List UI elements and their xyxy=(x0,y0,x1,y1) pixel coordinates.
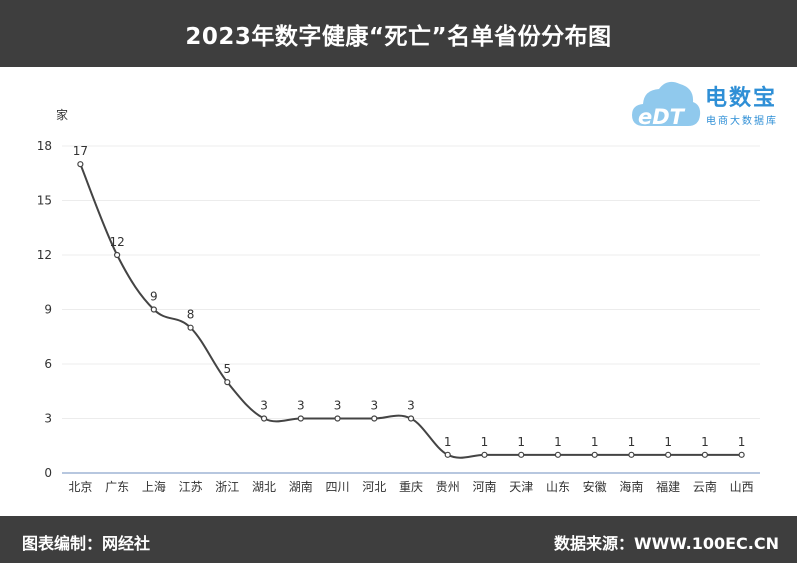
cloud-icon: eDT xyxy=(632,81,701,129)
data-point xyxy=(444,451,451,458)
y-tick-label: 3 xyxy=(44,412,52,426)
data-point xyxy=(701,451,708,458)
data-label: 3 xyxy=(260,399,268,413)
logo-name: 电数宝 xyxy=(705,86,778,111)
x-tick-label: 海南 xyxy=(619,479,643,494)
y-tick-label: 0 xyxy=(44,466,52,480)
grid-lines xyxy=(62,145,760,419)
x-tick-label: 广东 xyxy=(105,480,129,494)
x-tick-label: 山东 xyxy=(546,480,570,494)
line-chart: 家 0369121518 北京 广东 上海 江苏 浙江 湖北 湖南 四川 河北 重庆 贵州 河南 天津山… xyxy=(37,107,760,494)
data-point xyxy=(738,451,745,458)
x-tick-label: 湖北 xyxy=(252,479,276,494)
data-label: 9 xyxy=(150,290,158,304)
footer-source: 数据来源：WWW.100EC.CN xyxy=(553,534,779,553)
x-tick-label: 江苏 xyxy=(179,480,203,494)
data-label: 1 xyxy=(701,435,709,449)
data-label: 17 xyxy=(73,144,88,158)
x-tick-label: 贵州 xyxy=(436,480,460,494)
data-label: 1 xyxy=(738,435,746,449)
data-label: 1 xyxy=(591,435,599,449)
data-point xyxy=(224,379,231,386)
x-tick-label: 重庆 xyxy=(399,480,423,494)
x-tick-label: 云南 xyxy=(693,479,717,494)
data-label: 3 xyxy=(297,399,305,413)
y-tick-label: 9 xyxy=(44,303,52,317)
logo-subtitle: 电商大数据库 xyxy=(706,116,778,127)
x-tick-label: 浙江 xyxy=(215,480,239,494)
y-tick-label: 6 xyxy=(44,357,52,371)
data-point xyxy=(518,451,525,458)
data-point xyxy=(114,251,121,259)
data-label: 3 xyxy=(334,399,342,413)
x-tick-label: 湖南 xyxy=(289,479,313,494)
x-tick-label: 天津 xyxy=(509,480,533,494)
data-point xyxy=(297,415,304,422)
x-tick-label: 北京 xyxy=(68,480,92,494)
data-point xyxy=(150,306,157,313)
logo-mark: eDT xyxy=(638,105,686,129)
x-tick-label: 河南 xyxy=(472,479,496,494)
data-point xyxy=(628,451,635,458)
data-point xyxy=(260,415,268,422)
data-label: 5 xyxy=(223,362,231,376)
data-label: 12 xyxy=(109,235,124,249)
data-point xyxy=(407,415,415,422)
y-axis-ticks: 0 3 6 9 12 15 18 xyxy=(37,139,52,480)
data-label: 3 xyxy=(370,399,378,413)
data-label: 8 xyxy=(187,308,195,322)
data-label: 1 xyxy=(554,435,562,449)
data-point xyxy=(77,161,84,168)
data-label: 1 xyxy=(664,435,672,449)
chart-title: 2023年数字健康“死亡”名单省份分布图 xyxy=(185,23,612,50)
data-label: 1 xyxy=(517,435,525,449)
brand-logo: eDT 电数宝 电商大数据库 xyxy=(630,74,795,136)
footer-band: 图表编制：网经社 数据来源：WWW.100EC.CN xyxy=(0,516,797,563)
data-point xyxy=(591,451,598,458)
data-point xyxy=(187,324,194,331)
data-points xyxy=(77,161,745,458)
data-point xyxy=(371,415,378,422)
chart-title-band: 2023年数字健康“死亡”名单省份分布图 xyxy=(0,0,797,67)
data-label: 3 xyxy=(407,399,415,413)
data-point xyxy=(481,451,488,458)
x-tick-label: 山西 xyxy=(730,480,754,494)
x-tick-label: 四川 xyxy=(326,480,350,494)
data-labels: 17 12 9 8 5 3 3 3 3 3 1 1 1 1 1 1 1 1 1 xyxy=(73,144,746,449)
x-tick-label: 安徽 xyxy=(583,479,607,494)
x-tick-label: 上海 xyxy=(142,479,166,494)
data-point xyxy=(665,451,672,458)
data-point xyxy=(334,415,341,422)
footer-credit: 图表编制：网经社 xyxy=(22,534,151,553)
y-tick-label: 15 xyxy=(37,194,52,208)
x-tick-label: 福建 xyxy=(656,479,680,494)
data-label: 1 xyxy=(481,435,489,449)
y-axis-label: 家 xyxy=(56,107,68,122)
data-label: 1 xyxy=(444,435,452,449)
y-tick-label: 18 xyxy=(37,139,52,153)
y-tick-label: 12 xyxy=(37,248,52,262)
series-line xyxy=(79,163,742,459)
data-label: 1 xyxy=(628,435,636,449)
x-axis-ticks: 北京 广东 上海 江苏 浙江 湖北 湖南 四川 河北 重庆 贵州 河南 天津 山东 安徽 海南 福建 云南 山西 xyxy=(68,479,753,494)
data-point xyxy=(554,451,562,458)
x-tick-label: 河北 xyxy=(362,480,386,494)
